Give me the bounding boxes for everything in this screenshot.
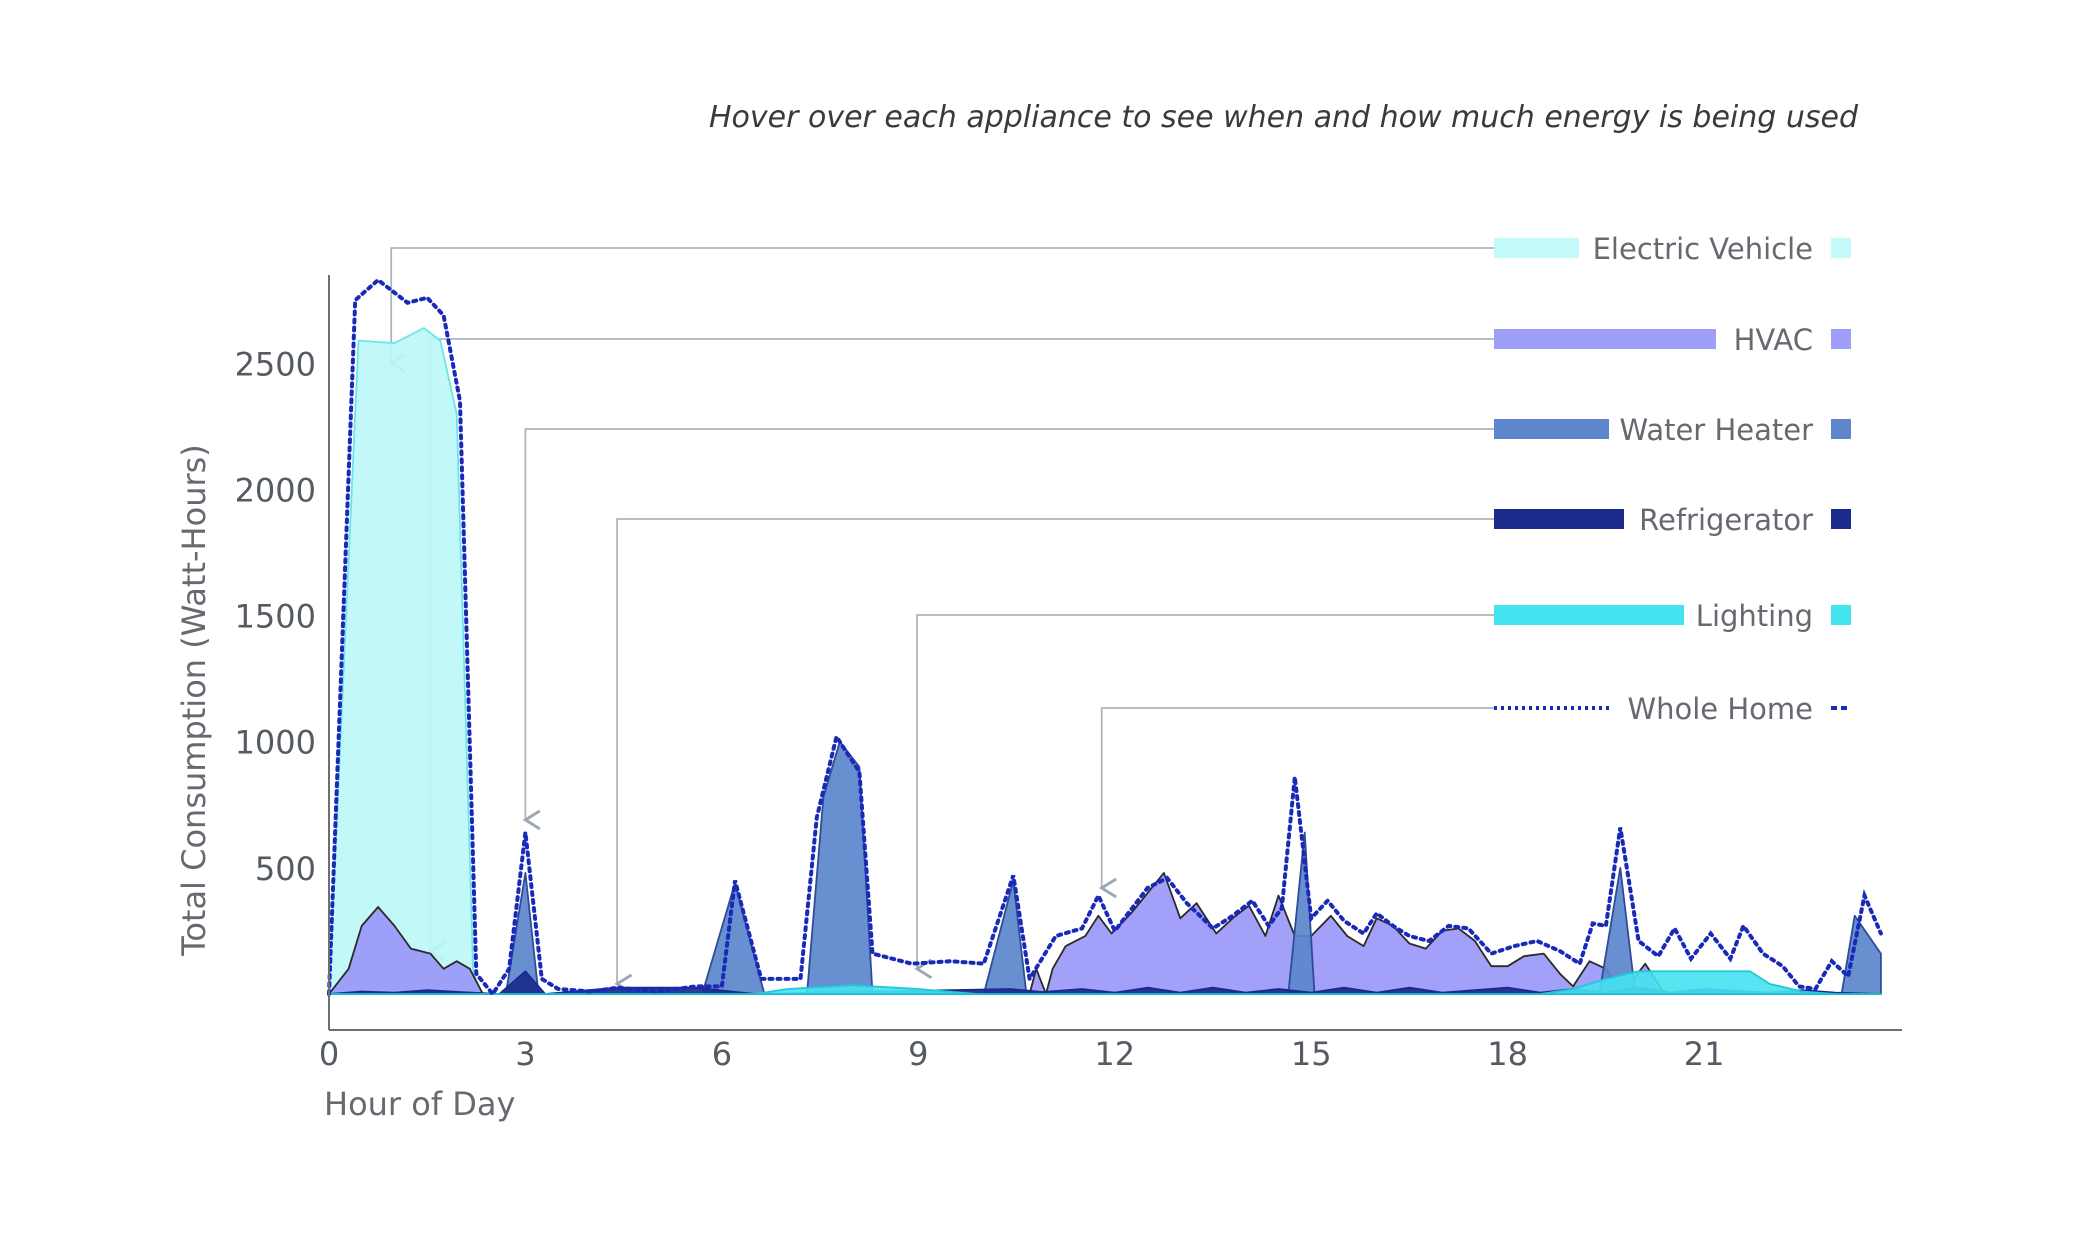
legend-bar (1494, 329, 1716, 349)
x-tick-label: 21 (1684, 1035, 1725, 1073)
x-tick-label: 9 (908, 1035, 928, 1073)
legend-item-whole-home[interactable]: Whole Home (1494, 692, 1851, 726)
legend-bar (1494, 419, 1609, 439)
legend-bar (1494, 509, 1624, 529)
legend-pointer-lines (388, 247, 1494, 995)
legend-label: Electric Vehicle (1593, 232, 1813, 266)
chart-subtitle: Hover over each appliance to see when an… (709, 100, 1859, 135)
y-axis-ticks: 500 1000 1500 2000 2500 (235, 345, 316, 888)
y-tick-label: 500 (255, 850, 316, 888)
legend-item-hvac[interactable]: HVAC (1494, 323, 1851, 357)
legend-swatch (1831, 509, 1851, 529)
y-axis-title: Total Consumption (Watt-Hours) (175, 444, 213, 957)
legend-bar (1494, 238, 1579, 258)
legend-pointer-whole-home (1098, 707, 1494, 899)
legend-pointer-lighting (914, 614, 1494, 980)
legend-pointer-electric-vehicle (388, 247, 1494, 374)
plot-area (327, 277, 1883, 998)
legend-swatch (1831, 238, 1851, 258)
legend-label: Lighting (1696, 599, 1813, 633)
legend-label: Refrigerator (1639, 503, 1813, 537)
series-hvac-area[interactable] (328, 872, 1882, 995)
legend-item-electric-vehicle[interactable]: Electric Vehicle (1494, 232, 1851, 266)
legend-swatch (1831, 329, 1851, 349)
legend-pointer-refrigerator (614, 518, 1494, 995)
y-tick-label: 1500 (235, 598, 316, 636)
series-lighting-area[interactable] (328, 970, 1882, 995)
x-tick-label: 18 (1487, 1035, 1528, 1073)
legend-swatch (1831, 605, 1851, 625)
legend-bar (1494, 605, 1684, 625)
x-tick-label: 3 (515, 1035, 535, 1073)
series-whole-home-line[interactable] (327, 277, 1883, 998)
legend-pointer-hvac (427, 338, 1494, 962)
legend-pointer-water-heater (522, 428, 1494, 831)
x-tick-label: 12 (1094, 1035, 1135, 1073)
legend-label: HVAC (1734, 323, 1813, 357)
legend[interactable]: Electric Vehicle HVAC Water Heater Refriger… (1494, 232, 1851, 726)
legend-swatch (1831, 419, 1851, 439)
y-tick-label: 2000 (235, 471, 316, 509)
x-axis-title: Hour of Day (324, 1085, 515, 1123)
legend-label: Water Heater (1620, 413, 1814, 447)
legend-item-water-heater[interactable]: Water Heater (1494, 413, 1851, 447)
x-tick-label: 0 (319, 1035, 339, 1073)
x-tick-label: 15 (1291, 1035, 1332, 1073)
legend-item-refrigerator[interactable]: Refrigerator (1494, 503, 1851, 537)
y-tick-label: 2500 (235, 345, 316, 383)
x-axis-ticks: 0 3 6 9 12 15 18 21 (319, 1035, 1725, 1073)
x-tick-label: 6 (712, 1035, 732, 1073)
legend-label: Whole Home (1627, 692, 1813, 726)
y-tick-label: 1000 (235, 724, 316, 762)
legend-item-lighting[interactable]: Lighting (1494, 599, 1851, 633)
